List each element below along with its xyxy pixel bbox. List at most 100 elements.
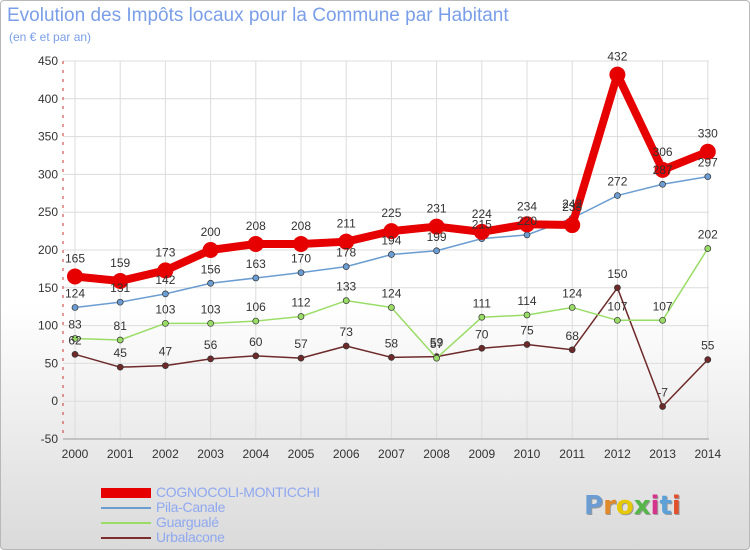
- data-label: 234: [517, 199, 537, 213]
- data-point: [202, 242, 219, 258]
- legend-swatch-3: [101, 537, 151, 539]
- data-label: 58: [385, 336, 399, 350]
- data-label: 47: [159, 345, 173, 359]
- data-label: 107: [607, 299, 627, 313]
- data-point: [116, 363, 124, 371]
- data-label: 68: [566, 329, 580, 343]
- data-label: 142: [155, 273, 175, 287]
- data-point: [342, 342, 350, 350]
- x-tick-label: 2014: [694, 447, 721, 461]
- x-tick-label: 2005: [288, 447, 315, 461]
- y-tick-label: 100: [38, 319, 58, 333]
- chart-subtitle: (en € et par an): [9, 30, 92, 44]
- data-label: 199: [427, 230, 447, 244]
- data-label: 111: [473, 296, 492, 310]
- data-point: [609, 66, 626, 83]
- data-point: [252, 352, 260, 360]
- data-label: -7: [657, 385, 668, 399]
- data-label: 202: [698, 227, 718, 241]
- legend-swatch-0: [101, 488, 151, 498]
- data-point: [207, 355, 214, 363]
- data-point: [568, 304, 576, 311]
- y-tick-label: 150: [38, 281, 58, 295]
- data-label: 150: [607, 267, 627, 281]
- data-label: 225: [381, 206, 401, 220]
- data-label: 178: [336, 246, 356, 260]
- legend-item-3[interactable]: Urbalacone: [101, 529, 401, 545]
- data-label: 131: [110, 281, 130, 295]
- data-label: 62: [68, 333, 82, 347]
- data-point: [388, 304, 395, 311]
- data-label: 83: [68, 317, 82, 331]
- data-point: [473, 223, 490, 240]
- data-label: 330: [698, 127, 718, 141]
- data-label: 233: [562, 200, 582, 214]
- data-point: [252, 317, 260, 325]
- data-label: 124: [65, 286, 85, 300]
- data-label: 220: [517, 214, 537, 228]
- y-tick-label: 200: [38, 243, 58, 257]
- data-label: 200: [201, 225, 221, 239]
- data-point: [338, 233, 355, 250]
- data-label: 287: [653, 163, 673, 177]
- y-tick-label: -50: [41, 432, 59, 446]
- legend-label-0: COGNOCOLI-MONTICCHI: [156, 484, 320, 500]
- data-label: 133: [336, 280, 356, 294]
- data-label: 124: [562, 286, 582, 300]
- data-point: [116, 336, 124, 344]
- data-point: [704, 356, 712, 363]
- data-label: 112: [291, 296, 310, 310]
- data-label: 106: [246, 300, 266, 314]
- data-point: [162, 290, 169, 298]
- logo-letter: x: [633, 491, 651, 521]
- logo-letter: i: [650, 491, 660, 521]
- data-label: 124: [381, 286, 401, 300]
- data-label: 59: [430, 336, 444, 350]
- data-point: [388, 354, 395, 361]
- data-label: 242: [562, 197, 582, 211]
- data-label: 194: [381, 234, 401, 248]
- x-tick-label: 2001: [107, 447, 134, 461]
- data-point: [252, 274, 260, 282]
- data-point: [433, 354, 440, 362]
- data-point: [523, 341, 531, 348]
- x-tick-label: 2003: [197, 447, 224, 461]
- data-point: [116, 298, 124, 306]
- y-tick-label: 0: [51, 394, 58, 408]
- data-label: 159: [110, 256, 130, 270]
- data-label: 57: [294, 337, 308, 351]
- legend-item-1[interactable]: Pila-Canale: [101, 499, 401, 515]
- data-label: 272: [607, 175, 627, 189]
- x-tick-label: 2010: [514, 447, 541, 461]
- data-label: 103: [201, 302, 221, 316]
- legend-item-0[interactable]: COGNOCOLI-MONTICCHI: [101, 484, 401, 500]
- data-point: [207, 279, 214, 287]
- data-label: 165: [65, 251, 85, 265]
- logo-letter: P: [584, 491, 604, 521]
- y-tick-label: 250: [38, 205, 58, 219]
- data-point: [428, 218, 445, 235]
- data-point: [614, 284, 621, 292]
- y-tick-label: 300: [38, 167, 58, 181]
- data-point: [568, 346, 576, 354]
- data-label: 55: [701, 339, 715, 353]
- data-point: [704, 173, 712, 181]
- data-point: [297, 354, 305, 362]
- data-point: [71, 350, 79, 358]
- data-label: 57: [430, 337, 444, 351]
- x-tick-label: 2007: [378, 447, 405, 461]
- data-point: [614, 192, 621, 199]
- x-tick-label: 2012: [604, 447, 631, 461]
- data-point: [112, 272, 129, 289]
- data-point: [293, 235, 309, 252]
- legend-item-2[interactable]: Guargualé: [101, 514, 401, 530]
- data-point: [659, 180, 666, 188]
- data-point: [157, 262, 174, 279]
- data-label: 114: [517, 294, 536, 308]
- data-label: 306: [653, 145, 673, 159]
- chart-title: Evolution des Impôts locaux pour la Comm…: [7, 5, 509, 26]
- data-point: [342, 297, 350, 305]
- x-tick-label: 2011: [559, 447, 585, 461]
- logo-letter: i: [671, 491, 681, 521]
